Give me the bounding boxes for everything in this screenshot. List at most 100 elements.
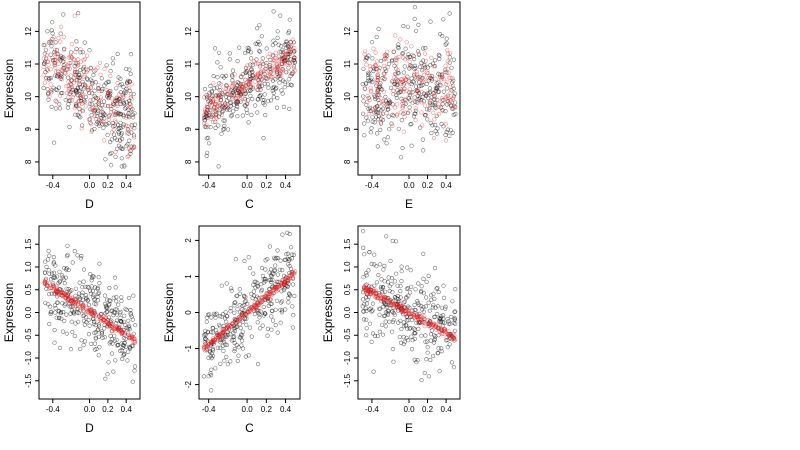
data-point: [452, 317, 457, 322]
data-point: [419, 288, 424, 294]
data-point: [208, 354, 213, 359]
data-point: [436, 104, 442, 109]
data-point: [271, 95, 276, 100]
data-point: [115, 103, 120, 108]
data-point: [282, 58, 287, 63]
data-point: [431, 303, 436, 308]
data-point: [394, 271, 399, 276]
data-point: [246, 48, 251, 53]
data-point: [62, 318, 67, 324]
data-point: [376, 272, 381, 278]
data-point: [419, 303, 424, 309]
data-point: [440, 98, 445, 103]
y-tick-label: 0.5: [343, 284, 352, 296]
data-point: [249, 334, 254, 339]
data-point: [97, 89, 102, 94]
data-point: [286, 29, 292, 34]
data-point: [66, 298, 71, 303]
data-point: [428, 120, 433, 125]
data-point: [209, 330, 214, 335]
data-point: [204, 153, 209, 158]
data-point: [445, 127, 450, 132]
data-point: [423, 45, 428, 51]
data-point: [257, 82, 262, 87]
data-point: [45, 92, 51, 97]
data-point: [381, 297, 387, 302]
data-point: [443, 42, 448, 47]
data-point: [401, 23, 406, 29]
x-tick-label: 0.4: [280, 181, 292, 190]
data-point: [408, 268, 413, 273]
data-point: [68, 50, 74, 55]
data-point: [440, 107, 445, 112]
data-point: [375, 144, 380, 149]
data-point: [51, 85, 56, 90]
data-point: [224, 83, 229, 88]
data-point: [213, 315, 218, 320]
data-point: [48, 310, 53, 315]
data-point: [376, 68, 382, 73]
data-point: [407, 109, 412, 114]
data-point: [63, 275, 68, 280]
data-point: [96, 353, 101, 358]
data-point: [256, 48, 262, 53]
data-point: [274, 85, 279, 90]
data-point: [53, 263, 58, 268]
data-point: [240, 338, 245, 343]
data-point: [248, 78, 253, 83]
data-point: [287, 106, 292, 111]
data-point: [259, 59, 265, 65]
data-point: [431, 96, 436, 102]
data-point: [416, 321, 421, 326]
data-point: [46, 280, 52, 286]
data-point: [381, 267, 386, 272]
data-point: [242, 308, 247, 313]
data-point: [266, 85, 271, 90]
data-point: [243, 77, 248, 82]
data-point: [116, 92, 122, 97]
data-point: [387, 300, 392, 305]
data-point: [408, 65, 413, 70]
data-point: [362, 86, 368, 91]
data-point: [125, 154, 130, 160]
x-axis: -0.4 0.0 0.2 0.4C: [202, 175, 292, 211]
data-point: [277, 267, 282, 272]
y-axis-title: Expression: [162, 59, 176, 118]
data-point: [51, 270, 57, 276]
data-point: [246, 353, 251, 358]
data-point: [41, 73, 46, 78]
data-point: [58, 73, 63, 79]
data-point: [44, 75, 49, 81]
data-point: [104, 63, 109, 68]
data-point: [204, 136, 209, 141]
data-point: [368, 78, 374, 83]
data-point: [114, 137, 119, 142]
data-point: [445, 332, 451, 337]
data-point: [438, 31, 443, 37]
data-point: [378, 127, 383, 132]
data-point: [422, 324, 427, 329]
data-point: [79, 126, 84, 131]
data-point: [98, 72, 103, 77]
data-point: [266, 99, 271, 104]
data-point: [437, 329, 442, 334]
data-point: [71, 92, 76, 97]
data-point: [423, 333, 428, 338]
data-point: [420, 318, 425, 323]
data-point: [380, 111, 386, 116]
data-point: [374, 295, 380, 301]
data-point: [393, 239, 399, 244]
data-point: [50, 31, 55, 36]
data-point: [70, 260, 75, 265]
data-point: [122, 106, 127, 111]
data-point: [89, 341, 94, 347]
data-point: [123, 89, 128, 94]
data-point: [290, 304, 295, 309]
data-point: [107, 139, 113, 145]
data-point: [243, 354, 248, 359]
data-point: [130, 145, 135, 151]
data-point: [271, 38, 276, 43]
data-point: [281, 287, 287, 293]
data-point: [229, 286, 234, 291]
data-point: [444, 94, 449, 99]
